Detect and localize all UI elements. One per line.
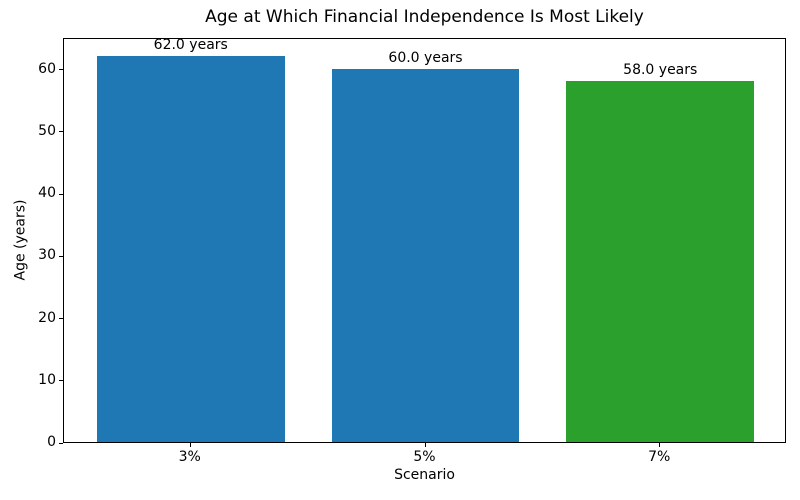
x-tick-label: 3% [178, 449, 201, 465]
y-tick-label: 10 [38, 371, 56, 388]
y-tick-label: 30 [38, 247, 56, 264]
x-tick-label: 7% [648, 449, 671, 465]
chart-title: Age at Which Financial Independence Is M… [205, 7, 644, 27]
y-tick [59, 442, 63, 444]
y-tick [59, 380, 63, 382]
y-tick-label: 50 [38, 122, 56, 139]
y-tick [59, 318, 63, 320]
y-axis-label: Age (years) [12, 199, 29, 281]
y-tick [59, 131, 63, 133]
y-tick-label: 60 [38, 60, 56, 77]
x-tick-label: 5% [413, 449, 436, 465]
x-tick [189, 443, 191, 447]
bar-value-label: 58.0 years [623, 62, 698, 79]
plot-area: 62.0 years 60.0 years 58.0 years [63, 38, 786, 443]
bar-value-label: 62.0 years [153, 37, 228, 54]
x-tick [424, 443, 426, 447]
x-tick [659, 443, 661, 447]
y-tick [59, 255, 63, 257]
x-axis-label: Scenario [394, 467, 455, 483]
bar-3pct [96, 56, 285, 442]
y-tick-label: 40 [38, 185, 56, 202]
bar-5pct [331, 68, 520, 442]
bar-value-label: 60.0 years [388, 49, 463, 66]
bar-7pct [566, 81, 755, 442]
y-tick [59, 193, 63, 195]
y-tick [59, 69, 63, 71]
y-tick-label: 20 [38, 309, 56, 326]
y-tick-label: 0 [47, 434, 56, 450]
